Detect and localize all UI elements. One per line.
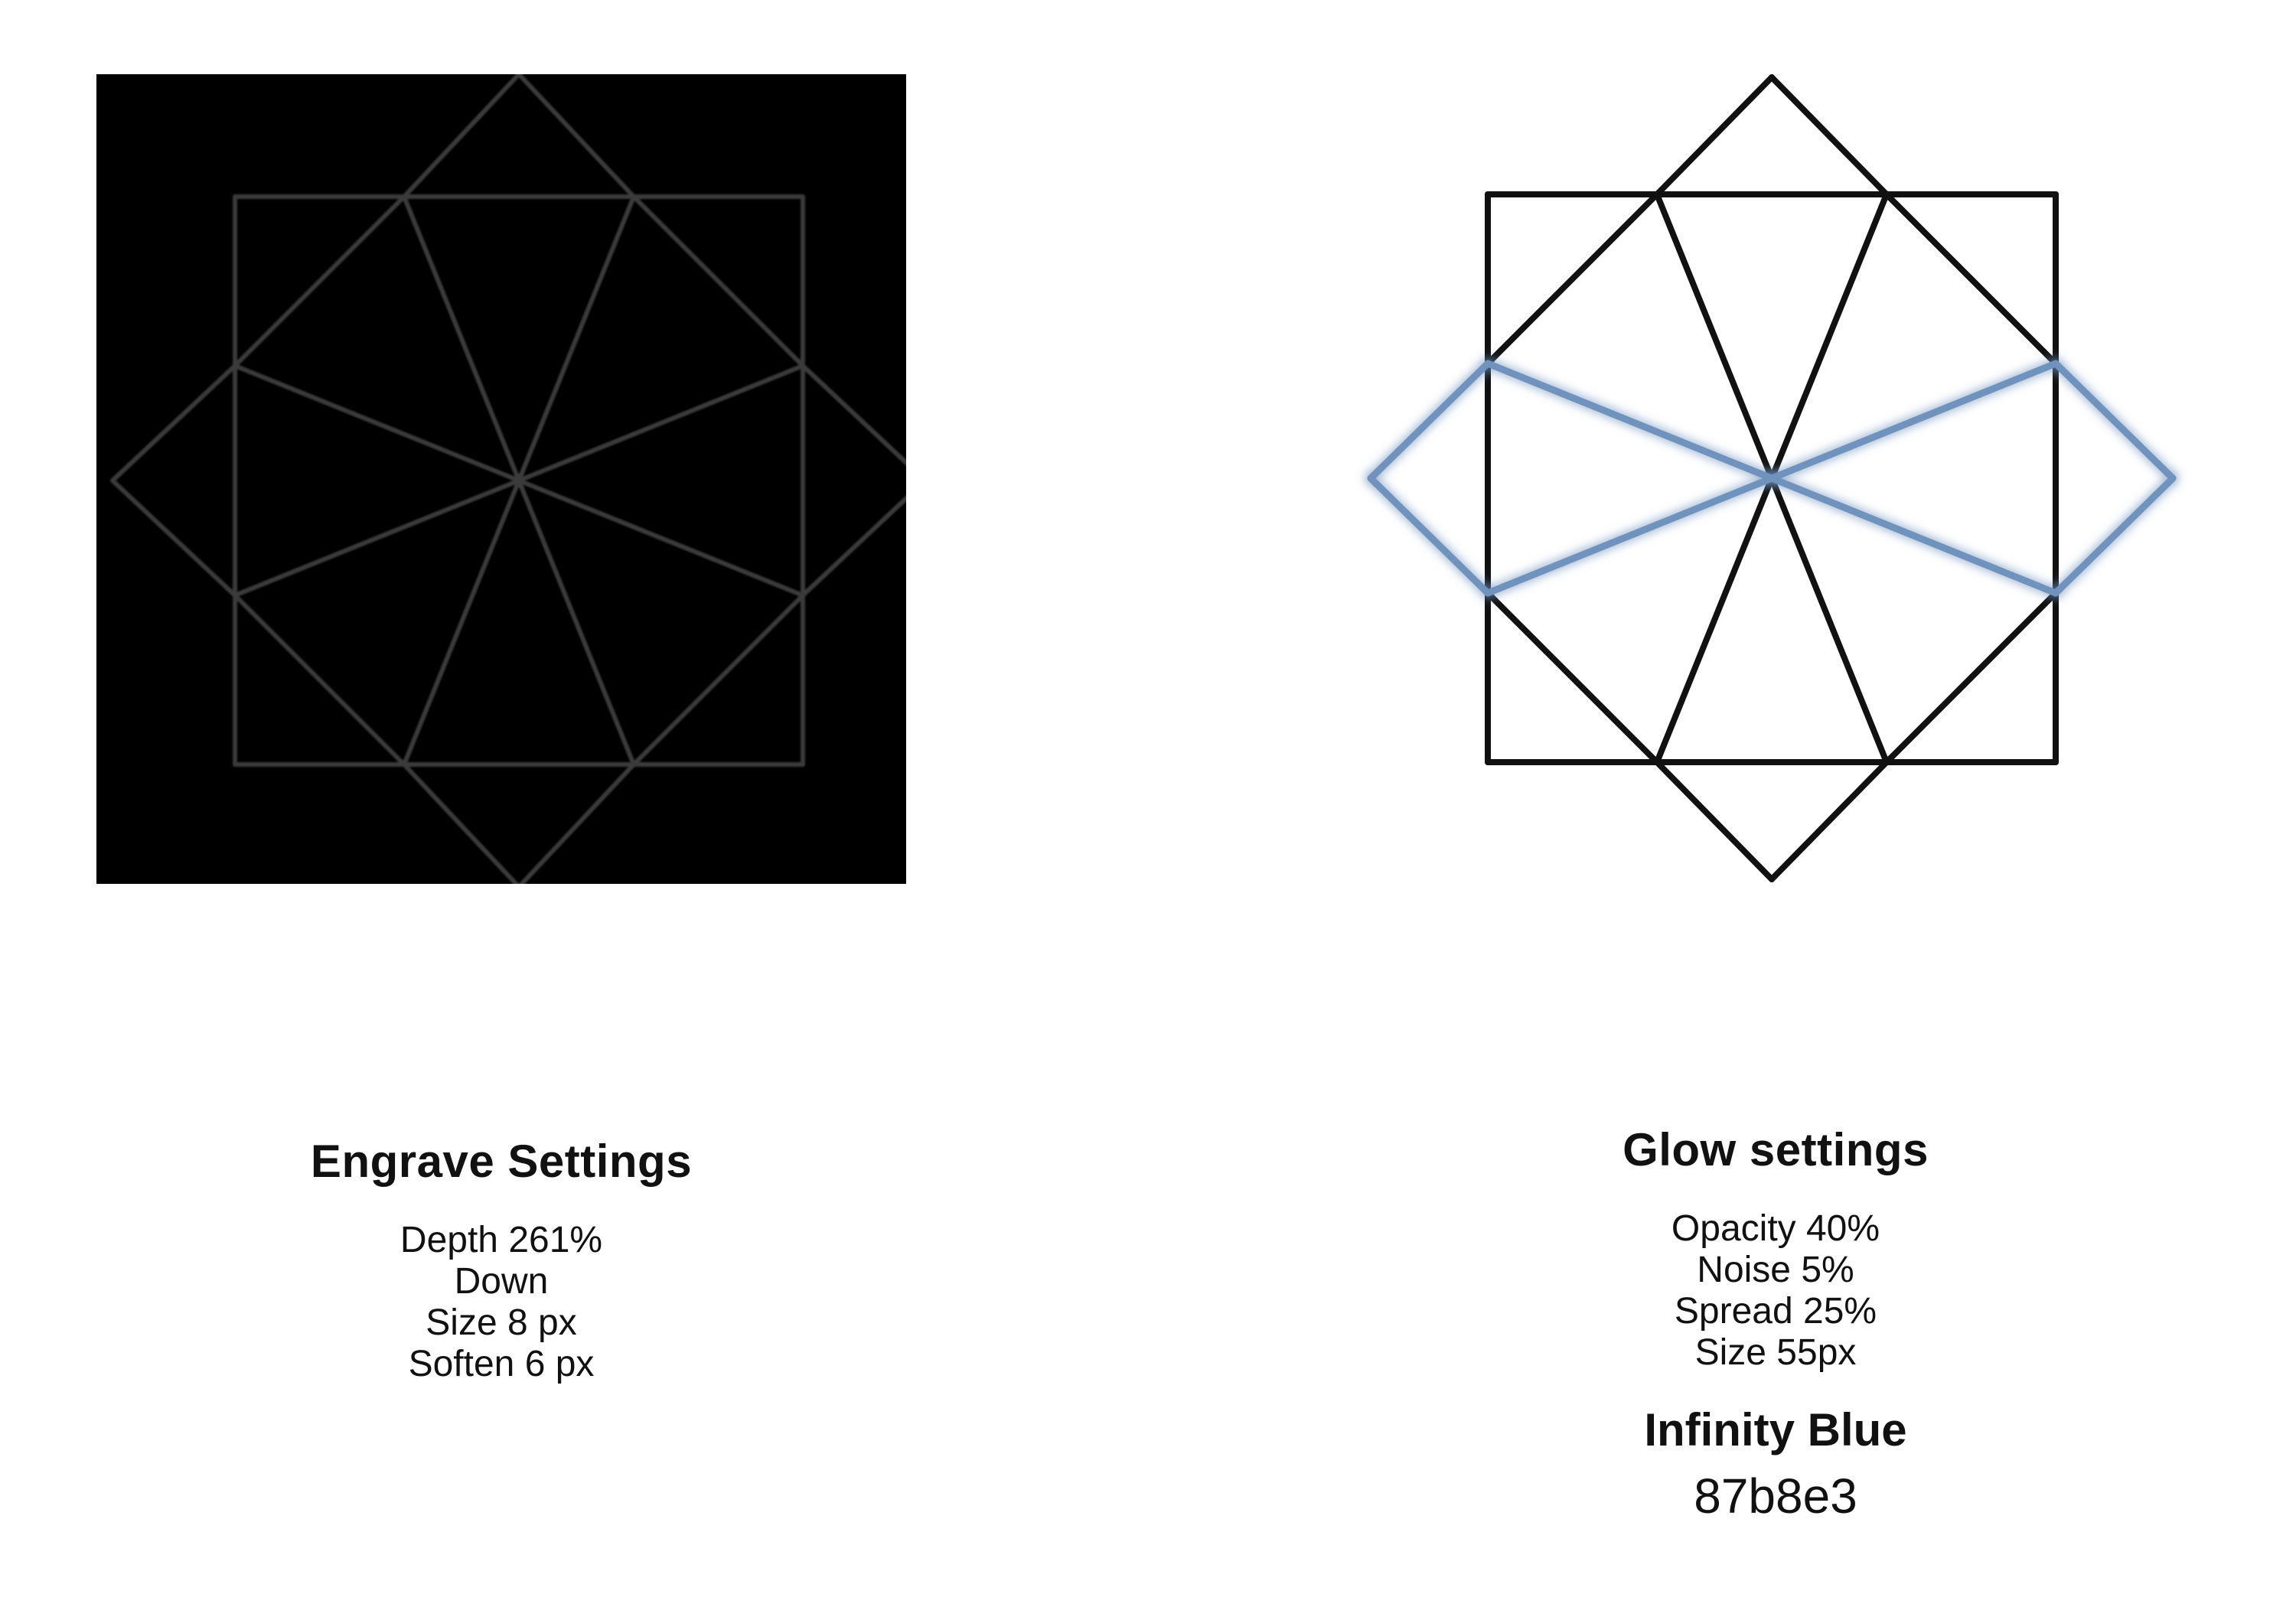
spoke-right-upper [517,363,805,483]
inner-diagonal-bottom-left [1485,590,1660,765]
diamond-top-left [402,74,521,199]
spoke-left-upper [233,363,521,483]
inner-diagonal-top-right [1883,191,2059,367]
glow-settings-list: Opacity 40% Noise 5% Spread 25% Size 55p… [1431,1208,2120,1374]
engrave-depth: Depth 261% [400,1220,603,1260]
engrave-star-pattern [110,74,906,884]
glow-star-pattern [1367,74,2177,882]
side-left-upper [1367,360,1492,482]
diamond-top-left [1654,74,1775,197]
spoke-left-lower [233,478,521,598]
inner-diagonal-top-left [233,194,406,368]
inner-diagonal-bottom-left [233,593,406,767]
side-right-upper [801,363,906,466]
inner-diagonal-bottom-right [631,593,805,767]
diamond-bottom-left [1654,759,1775,882]
spoke-left-upper [1484,360,1776,482]
glow-opacity: Opacity 40% [1671,1208,1880,1249]
spoke-top-left [402,194,521,483]
side-right-upper [2052,360,2177,482]
diamond-bottom-left [402,762,520,884]
diamond-top-right [1769,74,1890,197]
side-left-upper [110,363,237,483]
engrave-preview-panel [96,74,906,884]
inner-diagonal-top-left [1485,191,1660,367]
spoke-right-lower [517,478,805,598]
spoke-right-upper [1768,360,2060,482]
engrave-settings-caption: Engrave Settings Depth 261% Down Size 8 … [157,1133,846,1385]
glow-color-hex: 87b8e3 [1694,1468,1857,1524]
inner-diagonal-top-right [631,194,805,368]
spoke-top-right [517,194,636,483]
engrave-settings-list: Depth 261% Down Size 8 px Soften 6 px [157,1220,846,1385]
spoke-bottom-right [517,478,636,767]
glow-settings-caption: Glow settings Opacity 40% Noise 5% Sprea… [1431,1121,2120,1527]
glow-preview-panel [1367,74,2177,882]
engrave-background [96,74,906,884]
glow-noise: Noise 5% [1697,1250,1854,1290]
diamond-bottom-right [1769,759,1890,882]
diamond-top-right [517,74,636,199]
engrave-size: Size 8 px [426,1302,577,1343]
side-right-lower [801,495,906,598]
glow-settings-title: Glow settings [1623,1124,1929,1175]
spoke-right-lower [1768,474,2060,597]
diamond-bottom-right [518,762,636,884]
side-right-lower [2052,474,2177,597]
spoke-top-right [1769,191,1890,481]
glow-size: Size 55px [1694,1332,1857,1373]
side-left-lower [1367,474,1492,597]
spoke-bottom-right [1769,475,1890,765]
spoke-bottom-left [402,478,521,767]
engrave-direction: Down [454,1261,549,1302]
spoke-left-lower [1484,474,1776,597]
engrave-settings-title: Engrave Settings [310,1136,693,1187]
spoke-bottom-left [1654,475,1775,765]
glow-spread: Spread 25% [1674,1291,1877,1332]
glow-color-name: Infinity Blue [1644,1404,1907,1455]
spoke-top-left [1654,191,1775,481]
side-left-lower [110,478,237,598]
inner-diagonal-bottom-right [1883,590,2059,765]
engrave-soften: Soften 6 px [408,1344,595,1384]
